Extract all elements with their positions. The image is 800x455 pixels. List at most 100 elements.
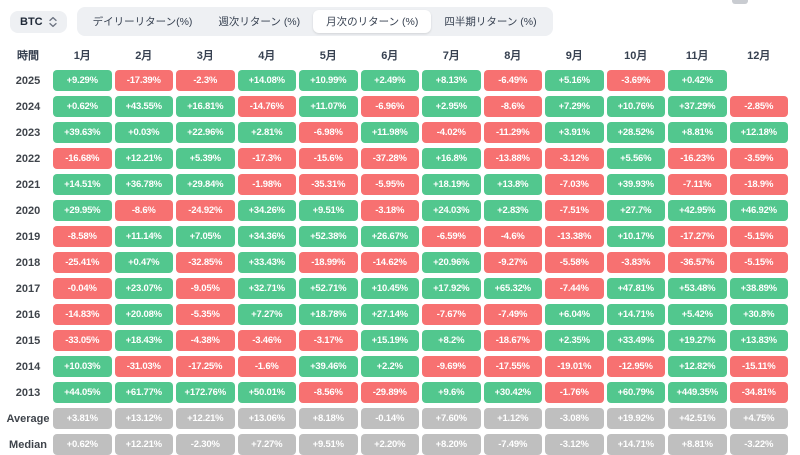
row-label: 2020 [15,204,41,217]
return-cell: +449.35% [668,382,727,403]
return-cell: +4.75% [729,408,788,429]
return-cell: -7.03% [545,174,604,195]
return-cell: +43.55% [114,96,173,117]
return-cell: -8.58% [53,226,112,247]
return-cell: +13.12% [114,408,173,429]
return-cell: +8.2% [422,330,481,351]
return-cell: +16.8% [422,148,481,169]
return-cell: -7.51% [545,200,604,221]
return-cell: +8.81% [668,122,727,143]
return-cell: +36.78% [114,174,173,195]
month-column-header: 11月 [685,50,709,62]
return-cell: +0.03% [114,122,173,143]
return-cell: +18.19% [422,174,481,195]
return-cell: +2.83% [483,200,542,221]
return-cell: +14.71% [606,434,665,455]
return-cell: +11.14% [114,226,173,247]
return-cell: +9.51% [299,434,358,455]
return-cell: +5.39% [176,148,235,169]
return-cell: -3.12% [545,148,604,169]
return-cell: -3.08% [545,408,604,429]
symbol-selector[interactable]: BTC [10,10,67,33]
return-cell: -3.46% [237,330,296,351]
return-cell: +19.27% [668,330,727,351]
return-cell: -1.6% [237,356,296,377]
return-cell: +7.27% [237,434,296,455]
return-cell: -5.35% [176,304,235,325]
return-cell: -1.76% [545,382,604,403]
row-label: Median [9,438,47,451]
return-cell: +27.14% [360,304,419,325]
return-cell: -0.04% [53,278,112,299]
row-label: 2022 [15,152,41,165]
return-cell: -12.95% [606,356,665,377]
return-cell: +14.51% [53,174,112,195]
return-cell: -33.05% [53,330,112,351]
period-tab-active[interactable]: 月次のリターン (%) [313,10,432,33]
return-cell: -7.49% [483,304,542,325]
row-label: 2024 [15,100,41,113]
time-column-header: 時間 [17,50,39,62]
row-label: 2017 [15,282,41,295]
row-label: Average [6,412,50,425]
return-cell: -17.27% [668,226,727,247]
month-column-header: 8月 [504,50,522,62]
return-cell: +26.67% [360,226,419,247]
month-column-header: 1月 [73,50,91,62]
return-cell: -2.3% [176,70,235,91]
return-cell: +18.43% [114,330,173,351]
return-cell: +16.81% [176,96,235,117]
return-cell: +30.8% [729,304,788,325]
return-cell: +12.18% [729,122,788,143]
return-cell: +5.56% [606,148,665,169]
return-cell: +24.03% [422,200,481,221]
period-tab[interactable]: 週次リターン (%) [218,16,301,28]
row-label: 2018 [15,256,41,269]
row-label: 2013 [15,386,41,399]
return-cell: -7.67% [422,304,481,325]
return-cell: -18.9% [729,174,788,195]
return-cell: +6.04% [545,304,604,325]
month-column-header: 7月 [442,50,460,62]
return-cell: +7.05% [176,226,235,247]
return-cell: -17.25% [176,356,235,377]
return-cell: +0.62% [53,96,112,117]
return-cell: -19.01% [545,356,604,377]
return-cell: +39.93% [606,174,665,195]
period-tab[interactable]: 四半期リターン (%) [444,16,537,28]
return-cell: -24.92% [176,200,235,221]
return-cell: +30.42% [483,382,542,403]
return-cell: -2.85% [729,96,788,117]
row-label: 2021 [15,178,41,191]
return-cell: -35.31% [299,174,358,195]
return-cell: -9.27% [483,252,542,273]
return-cell: +0.62% [53,434,112,455]
row-label: 2015 [15,334,41,347]
return-cell: -29.89% [360,382,419,403]
return-cell: +39.63% [53,122,112,143]
month-column-header: 4月 [258,50,276,62]
return-cell: +11.07% [299,96,358,117]
return-cell: -37.28% [360,148,419,169]
return-cell: +33.43% [237,252,296,273]
return-cell: +14.08% [237,70,296,91]
return-cell: +42.51% [668,408,727,429]
month-column-header: 12月 [747,50,771,62]
return-cell: -11.29% [483,122,542,143]
return-cell: +8.20% [422,434,481,455]
month-column-header: 10月 [624,50,648,62]
return-cell: +3.81% [53,408,112,429]
return-period-tabs: デイリーリターン(%) 週次リターン (%) 月次のリターン (%) 四半期リターン … [76,7,553,36]
period-tab[interactable]: デイリーリターン(%) [92,16,193,28]
return-cell: +8.13% [422,70,481,91]
row-label: 2025 [15,74,41,87]
return-cell: +33.49% [606,330,665,351]
return-cell: +42.95% [668,200,727,221]
return-cell: +10.45% [360,278,419,299]
return-cell: +8.18% [299,408,358,429]
return-cell: +2.20% [360,434,419,455]
return-cell: -16.23% [668,148,727,169]
return-cell: +5.42% [668,304,727,325]
return-cell: -14.62% [360,252,419,273]
return-cell: -17.3% [237,148,296,169]
